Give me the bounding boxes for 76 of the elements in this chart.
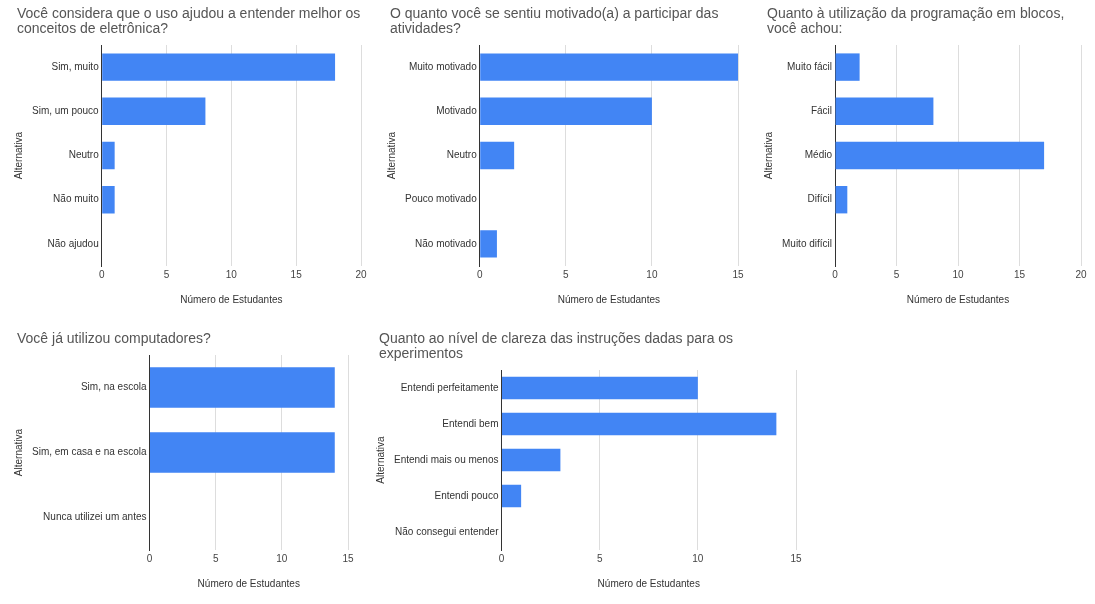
y-tick-label: Motivado — [436, 105, 478, 117]
bar — [502, 448, 561, 472]
x-tick-label: 5 — [212, 552, 219, 564]
bar — [480, 230, 497, 258]
x-axis-title: Número de Estudantes — [597, 577, 700, 589]
x-tick-label: 15 — [342, 552, 354, 564]
bar — [102, 97, 206, 125]
y-tick-label: Sim, muito — [51, 60, 100, 72]
x-tick-label: 10 — [646, 268, 658, 280]
x-tick-label: 20 — [1075, 268, 1087, 280]
bar — [480, 53, 738, 81]
y-tick-label: Muito difícil — [782, 237, 833, 249]
x-tick-label: 10 — [276, 552, 288, 564]
x-tick-label: 0 — [146, 552, 153, 564]
bar — [102, 53, 336, 81]
x-tick-label: 0 — [498, 552, 505, 564]
y-tick-label: Entendi bem — [442, 417, 499, 429]
x-tick-label: 10 — [225, 268, 238, 280]
chart-title: Quanto à utilização da programação em blocos, você achou: — [766, 4, 1066, 36]
bar — [502, 484, 522, 508]
x-axis-title: Número de Estudantes — [557, 293, 660, 305]
bar — [835, 97, 934, 125]
x-tick-label: 20 — [355, 268, 367, 280]
chart-title: Você já utilizou computadores? — [16, 329, 212, 346]
x-tick-label: 15 — [1013, 268, 1026, 280]
y-axis-title: Alternativa — [374, 435, 386, 484]
y-tick-label: Sim, em casa e na escola — [32, 446, 147, 458]
x-tick-label: 10 — [692, 552, 704, 564]
y-tick-label: Nunca utilizei um antes — [43, 511, 147, 523]
y-tick-label: Não motivado — [415, 237, 478, 249]
x-axis-title: Número de Estudantes — [180, 293, 283, 305]
y-axis-title: Alternativa — [12, 428, 24, 477]
y-tick-label: Fácil — [810, 105, 833, 117]
y-tick-label: Sim, um pouco — [31, 105, 100, 117]
y-axis-title: Alternativa — [762, 131, 774, 180]
x-tick-label: 15 — [290, 268, 303, 280]
y-tick-label: Difícil — [807, 193, 833, 205]
bar — [480, 141, 515, 170]
y-tick-label: Não consegui entender — [395, 525, 500, 537]
y-tick-label: Não muito — [53, 193, 100, 205]
bar — [502, 376, 698, 400]
x-tick-label: 15 — [790, 552, 802, 564]
bar — [102, 141, 115, 170]
y-axis-title: Alternativa — [12, 131, 24, 180]
y-tick-label: Neutro — [446, 149, 478, 161]
y-tick-label: Sim, na escola — [80, 381, 147, 393]
y-tick-label: Entendi mais ou menos — [393, 453, 499, 465]
bar — [835, 53, 860, 81]
bar — [835, 141, 1045, 170]
x-tick-label: 10 — [952, 268, 965, 280]
x-tick-label: 5 — [596, 552, 603, 564]
y-tick-label: Neutro — [68, 149, 100, 161]
chart-title: O quanto você se sentiu motivado(a) a participar das atividades? — [389, 4, 720, 36]
bar — [502, 412, 777, 436]
x-tick-label: 15 — [732, 268, 744, 280]
chart-title: Quanto ao nível de clareza das instruções dadas para os experimentos — [378, 329, 735, 361]
y-tick-label: Não ajudou — [47, 237, 99, 249]
y-tick-label: Médio — [804, 149, 833, 161]
bar — [480, 97, 652, 125]
bar — [102, 186, 115, 214]
x-tick-label: 5 — [893, 268, 900, 280]
x-tick-label: 5 — [563, 268, 570, 280]
x-tick-label: 0 — [98, 268, 105, 280]
y-tick-label: Pouco motivado — [404, 193, 478, 205]
x-tick-label: 0 — [476, 268, 483, 280]
bar — [835, 186, 848, 214]
x-axis-title: Número de Estudantes — [906, 293, 1010, 305]
y-tick-label: Muito fácil — [787, 60, 833, 72]
x-axis-title: Número de Estudantes — [197, 577, 300, 589]
chart-title: Você considera que o uso ajudou a entender melhor os conceitos de eletrônica? — [16, 4, 362, 36]
x-tick-label: 5 — [163, 268, 170, 280]
y-axis-title: Alternativa — [385, 131, 397, 180]
y-tick-label: Entendi pouco — [434, 489, 499, 501]
x-tick-label: 0 — [832, 268, 839, 280]
y-tick-label: Entendi perfeitamente — [400, 381, 499, 393]
y-tick-label: Muito motivado — [408, 60, 478, 72]
